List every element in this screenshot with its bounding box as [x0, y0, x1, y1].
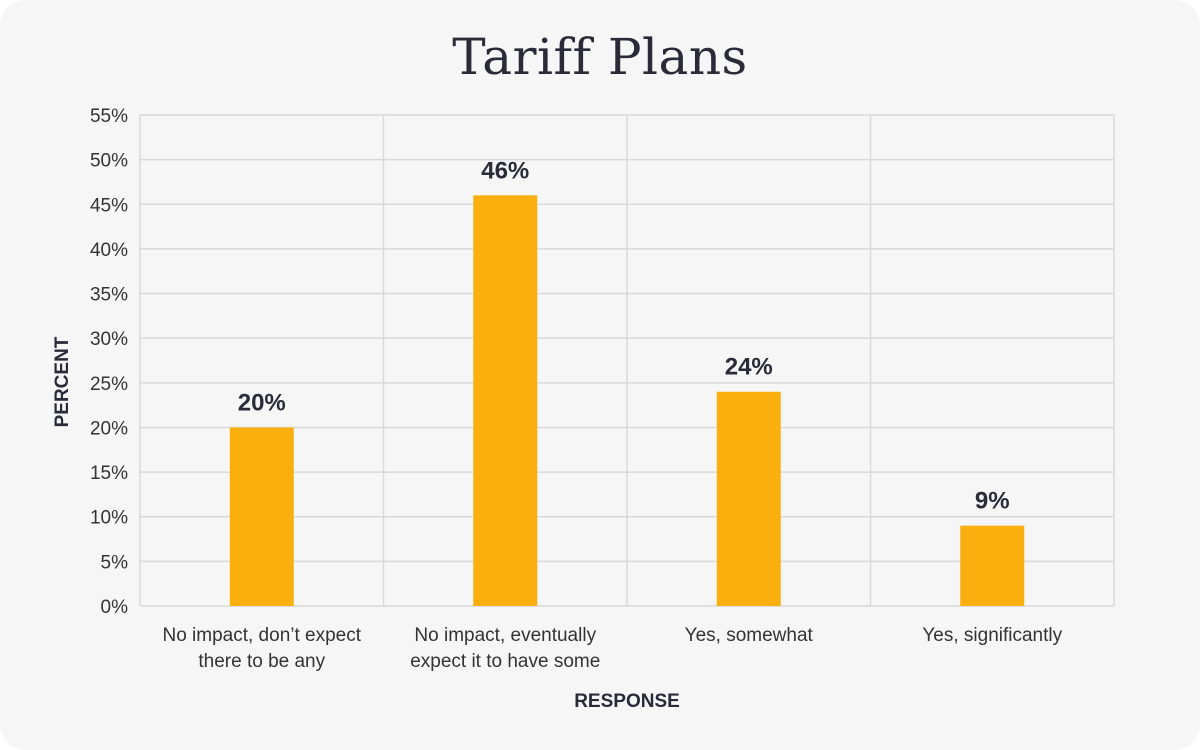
category-label: No impact, eventually expect it to have s… — [410, 625, 600, 672]
chart-title: Tariff Plans — [452, 28, 748, 86]
y-tick-label: 35% — [90, 285, 128, 306]
category-label-line: Yes, somewhat — [685, 625, 814, 646]
category-label: No impact, don’t expect there to be any — [162, 625, 361, 672]
category-label-line: Yes, significantly — [922, 625, 1062, 646]
y-tick-label: 40% — [90, 240, 128, 261]
y-tick-label: 45% — [90, 195, 128, 216]
y-axis-title: PERCENT — [52, 336, 73, 427]
category-label-line: No impact, don’t expect — [162, 625, 361, 646]
y-tick-label: 15% — [90, 463, 128, 484]
y-tick-label: 5% — [101, 552, 129, 573]
bar — [716, 391, 781, 606]
y-tick-label: 50% — [90, 151, 128, 172]
bar — [960, 525, 1025, 606]
bar — [229, 427, 294, 606]
x-axis-title: RESPONSE — [574, 691, 680, 712]
y-tick-label: 55% — [90, 106, 128, 127]
bar — [473, 195, 538, 606]
data-label: 9% — [975, 488, 1010, 515]
y-tick-label: 10% — [90, 508, 128, 529]
bar-layer — [229, 195, 1025, 606]
category-label: Yes, significantly — [922, 625, 1062, 646]
y-tick-label: 25% — [90, 374, 128, 395]
label-layer: 0% 5% 10% 15% 20% 25% 30% 35% 40% 45% 50% 55% 20% No … — [90, 106, 1063, 672]
category-label-line: expect it to have some — [410, 651, 600, 672]
category-label-line: No impact, eventually — [414, 625, 596, 646]
data-label: 46% — [481, 157, 529, 184]
category-label: Yes, somewhat — [685, 625, 814, 646]
data-label: 20% — [238, 389, 286, 416]
y-tick-label: 0% — [101, 597, 129, 618]
y-tick-label: 20% — [90, 418, 128, 439]
data-label: 24% — [725, 354, 773, 381]
category-label-line: there to be any — [198, 651, 325, 672]
grid-layer — [139, 114, 1115, 607]
y-tick-label: 30% — [90, 329, 128, 350]
